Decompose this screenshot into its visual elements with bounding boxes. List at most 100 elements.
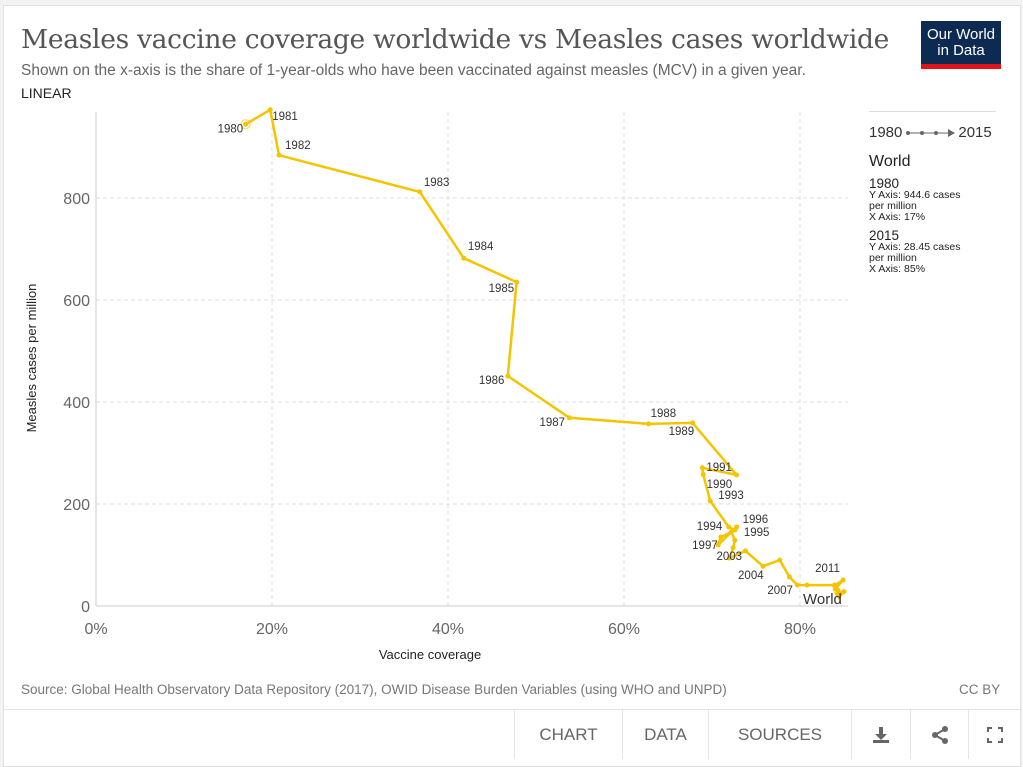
data-point-2002 — [727, 555, 733, 561]
year-label-1983: 1983 — [424, 177, 450, 189]
data-point-1983 — [417, 189, 423, 195]
chart-subtitle: Shown on the x-axis is the share of 1-ye… — [21, 62, 806, 79]
year-label-1991: 1991 — [706, 462, 732, 474]
data-point-2000 — [732, 537, 738, 543]
footer-bar: CHART DATA SOURCES — [3, 709, 1020, 759]
year-label-1994: 1994 — [697, 521, 723, 533]
x-tick-label: 20% — [256, 621, 288, 638]
start-marker — [240, 119, 251, 130]
chart-title: Measles vaccine coverage worldwide vs Me… — [21, 24, 890, 55]
y-tick-label: 0 — [81, 599, 90, 616]
legend-end-year: 2015 — [958, 124, 992, 141]
tab-data[interactable]: DATA — [622, 710, 708, 759]
year-label-2011: 2011 — [815, 563, 840, 575]
legend-end-x: X Axis: 85% — [869, 263, 926, 275]
year-label-1982: 1982 — [285, 140, 311, 152]
x-tick-label: 40% — [432, 621, 464, 638]
year-label-1995: 1995 — [744, 527, 770, 539]
year-label-1990: 1990 — [707, 479, 733, 491]
timeline-arrow-icon — [906, 128, 956, 137]
data-point-1986 — [505, 373, 511, 379]
download-button[interactable] — [851, 710, 910, 759]
data-point-1992 — [700, 471, 706, 477]
legend-timeline: 1980 2015 — [869, 124, 996, 141]
series-world — [240, 107, 847, 601]
owid-logo[interactable]: Our World in Data — [921, 21, 1001, 69]
tab-chart[interactable]: CHART — [514, 710, 622, 759]
data-point-2012 — [832, 582, 838, 588]
logo-line1: Our World — [926, 26, 996, 43]
data-point-1999 — [728, 529, 734, 535]
end-arrow — [833, 591, 844, 601]
data-point-1998 — [718, 534, 724, 540]
data-point-2001 — [730, 545, 736, 551]
source-note[interactable]: Source: Global Health Observatory Data R… — [21, 682, 727, 697]
gridlines — [96, 112, 848, 606]
legend-start-block-year: 1980 — [869, 176, 900, 191]
legend-panel: 1980 2015 World 1980 Y Axis: 944.6 cases… — [869, 111, 996, 275]
year-label-1989: 1989 — [669, 426, 695, 438]
x-tick-label: 0% — [84, 621, 107, 638]
data-point-2013 — [835, 587, 841, 593]
year-labels: 1980 1981 1982 1983 1984 1985 1986 1987 1988 1989… — [218, 111, 840, 597]
data-point-2008 — [804, 582, 810, 588]
legend-end-block-year: 2015 — [869, 228, 900, 243]
legend-start-y-unit: per million — [869, 200, 917, 212]
entity-label: World — [803, 591, 842, 608]
scale-toggle[interactable]: LINEAR — [21, 85, 72, 101]
data-point-1988 — [646, 421, 652, 427]
data-point-1985 — [514, 279, 520, 285]
year-label-1985: 1985 — [489, 283, 515, 295]
year-label-1993: 1993 — [718, 490, 744, 502]
chart-card — [3, 5, 1021, 767]
y-tick-label: 800 — [63, 191, 90, 208]
data-point-2004 — [760, 563, 766, 569]
data-point-1994 — [726, 524, 732, 530]
data-point-1993 — [707, 498, 713, 504]
legend-start-year: 1980 — [869, 124, 903, 141]
data-point-1982 — [276, 152, 282, 158]
axes: 0 200 400 600 800 0% 20% 40% 60% 80% — [63, 112, 848, 638]
legend-start-y: Y Axis: 944.6 cases — [869, 189, 961, 201]
legend-divider — [869, 111, 996, 112]
legend-start-x: X Axis: 17% — [869, 211, 926, 223]
legend-end-y-unit: per million — [869, 252, 917, 264]
share-button[interactable] — [910, 710, 968, 759]
data-point-1981 — [267, 107, 273, 113]
year-label-1987: 1987 — [539, 417, 565, 429]
year-label-1997: 1997 — [692, 540, 718, 552]
chart-plot: 0 200 400 600 800 0% 20% 40% 60% 80% Measles case… — [24, 107, 848, 662]
y-axis-title: Measles cases per million — [24, 284, 39, 433]
y-tick-label: 400 — [63, 395, 90, 412]
data-point-2003 — [742, 548, 748, 554]
year-label-1980: 1980 — [218, 123, 244, 135]
share-icon — [931, 725, 948, 744]
data-point-2005 — [777, 557, 783, 563]
data-point-1996 — [734, 524, 740, 530]
year-label-1988: 1988 — [651, 408, 677, 420]
fullscreen-icon — [986, 726, 1003, 743]
license-link[interactable]: CC BY — [959, 682, 1001, 697]
data-point-2006 — [786, 574, 792, 580]
x-tick-label: 60% — [608, 621, 640, 638]
data-point-1987 — [566, 415, 572, 421]
data-point-1991 — [699, 465, 705, 471]
tab-sources[interactable]: SOURCES — [708, 710, 851, 759]
fullscreen-button[interactable] — [968, 710, 1020, 759]
legend-end-y: Y Axis: 28.45 cases — [869, 241, 961, 253]
data-point-1997 — [715, 542, 721, 548]
year-label-2007: 2007 — [767, 585, 793, 597]
legend-entity: World — [869, 153, 911, 170]
download-icon — [873, 726, 889, 743]
year-label-1981: 1981 — [272, 111, 298, 123]
y-tick-label: 200 — [63, 497, 90, 514]
data-point-1989 — [690, 420, 696, 426]
data-point-1990 — [734, 472, 740, 478]
year-label-1984: 1984 — [468, 241, 494, 253]
year-label-2004: 2004 — [738, 570, 764, 582]
x-tick-label: 80% — [784, 621, 816, 638]
year-label-1996: 1996 — [743, 514, 769, 526]
x-axis-title: Vaccine coverage — [379, 647, 481, 662]
data-point-2011 — [840, 577, 846, 583]
data-point-2007 — [794, 582, 800, 588]
